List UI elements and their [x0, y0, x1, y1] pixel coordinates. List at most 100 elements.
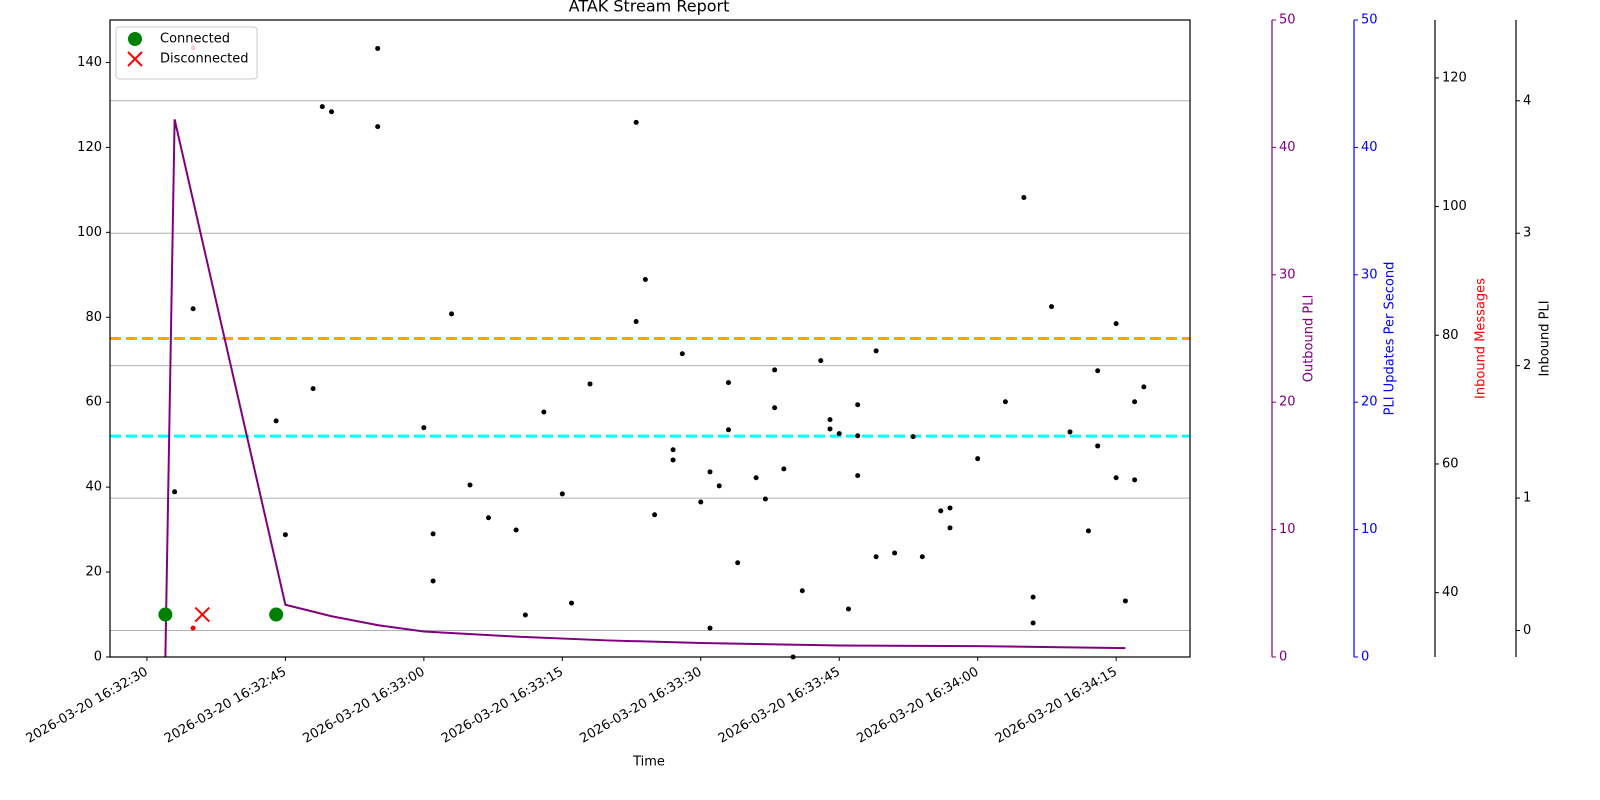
- y-tick-label: 50: [1361, 13, 1378, 28]
- y-tick-label: 40: [1361, 140, 1378, 155]
- data-line: [164, 119, 1126, 658]
- data-point: [707, 625, 713, 631]
- data-point: [1122, 598, 1128, 604]
- data-point: [513, 527, 519, 533]
- data-point: [1002, 399, 1008, 405]
- data-point: [652, 512, 658, 518]
- y-tick-label: 50: [1279, 13, 1296, 28]
- data-point: [541, 409, 547, 415]
- data-point: [910, 434, 916, 440]
- data-point: [642, 276, 648, 282]
- axis-label: PLI Updates Per Second: [1383, 262, 1398, 416]
- data-point: [1141, 384, 1147, 390]
- y-tick-label: 10: [1279, 522, 1296, 537]
- data-point: [1049, 304, 1055, 310]
- y-tick-label: 2: [1523, 358, 1531, 373]
- x-axis-label: Time: [632, 755, 665, 770]
- marker-circle: [269, 607, 284, 622]
- marker-circle: [158, 607, 173, 622]
- data-point: [679, 351, 685, 357]
- data-point: [282, 532, 288, 538]
- y-tick-label: 10: [1361, 522, 1378, 537]
- data-point: [273, 418, 279, 424]
- data-point: [633, 319, 639, 325]
- data-point: [873, 554, 879, 560]
- y-tick-label: 0: [1279, 650, 1287, 665]
- data-point: [947, 525, 953, 531]
- data-point: [725, 380, 731, 386]
- data-point: [919, 554, 925, 560]
- data-point: [827, 426, 833, 432]
- data-point: [725, 427, 731, 433]
- chart-title: ATAK Stream Report: [569, 0, 730, 16]
- data-point: [735, 560, 741, 566]
- data-point: [319, 104, 325, 110]
- data-point: [375, 124, 381, 130]
- axis-label: Inbound PLI: [1538, 300, 1553, 376]
- y-tick-label: 80: [1442, 328, 1459, 343]
- axis-label: Inbound Messages: [1474, 278, 1489, 399]
- y-tick-label: 0: [1361, 650, 1369, 665]
- data-point: [1113, 321, 1119, 327]
- y-tick-label: 20: [85, 565, 102, 580]
- y-tick-label: 40: [1279, 140, 1296, 155]
- y-tick-label: 0: [1523, 623, 1531, 638]
- data-point: [329, 109, 335, 115]
- legend-label: Connected: [160, 32, 230, 47]
- data-point: [670, 447, 676, 453]
- data-point: [818, 358, 824, 364]
- data-point: [836, 431, 842, 437]
- data-point: [1085, 528, 1091, 534]
- axis-label: Outbound PLI: [1302, 295, 1317, 383]
- data-point: [975, 456, 981, 462]
- data-point: [421, 425, 427, 431]
- data-point: [1113, 475, 1119, 481]
- y-tick-label: 140: [77, 55, 102, 70]
- plot-frame: [109, 19, 1191, 658]
- y-tick-label: 0: [94, 650, 102, 665]
- data-point: [1132, 399, 1138, 405]
- data-point: [310, 386, 316, 392]
- data-point: [781, 466, 787, 472]
- data-point: [375, 45, 381, 51]
- data-point: [449, 311, 455, 317]
- data-point: [485, 515, 491, 521]
- data-point: [799, 588, 805, 594]
- data-point: [633, 119, 639, 125]
- data-point: [559, 491, 565, 497]
- legend-marker: [128, 32, 142, 46]
- data-point: [892, 550, 898, 556]
- data-point: [1030, 620, 1036, 626]
- y-tick-label: 40: [85, 480, 102, 495]
- y-tick-label: 80: [85, 310, 102, 325]
- legend-label: Disconnected: [160, 52, 248, 67]
- data-point: [1067, 429, 1073, 435]
- data-point: [845, 606, 851, 612]
- data-point: [698, 499, 704, 505]
- data-point: [1021, 195, 1027, 201]
- data-point: [716, 483, 722, 489]
- y-tick-label: 60: [1442, 456, 1459, 471]
- y-tick-label: 100: [77, 225, 102, 240]
- y-tick-label: 20: [1361, 395, 1378, 410]
- data-point: [569, 600, 575, 606]
- data-point: [1030, 594, 1036, 600]
- legend-marker: [127, 51, 143, 67]
- data-point: [172, 489, 178, 495]
- y-tick-label: 60: [85, 395, 102, 410]
- data-point: [947, 505, 953, 511]
- data-point: [467, 482, 473, 488]
- data-point: [938, 508, 944, 514]
- data-point: [587, 381, 593, 387]
- data-point: [855, 433, 861, 439]
- data-point: [707, 469, 713, 475]
- y-tick-label: 1: [1523, 491, 1531, 506]
- data-point: [1095, 368, 1101, 374]
- y-tick-label: 120: [1442, 70, 1467, 85]
- data-point: [522, 612, 528, 618]
- y-tick-label: 3: [1523, 226, 1531, 241]
- y-tick-label: 120: [77, 140, 102, 155]
- data-point: [855, 473, 861, 479]
- data-point: [827, 417, 833, 423]
